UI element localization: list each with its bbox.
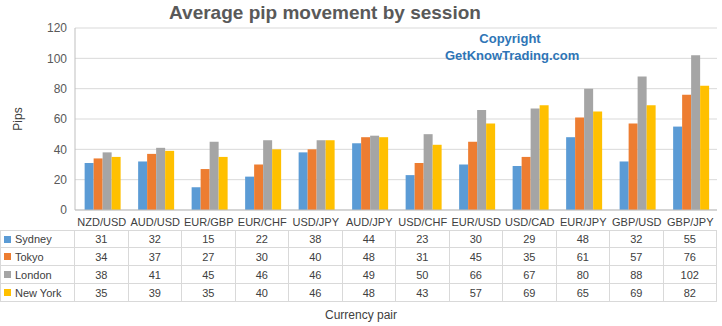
svg-text:NZD/USD: NZD/USD <box>77 216 126 228</box>
html-text:41: 41 <box>148 268 161 281</box>
html-text:34: 34 <box>95 250 108 263</box>
html-text:27: 27 <box>202 250 215 263</box>
html-text:46: 46 <box>309 268 322 281</box>
html-text:48: 48 <box>362 250 375 263</box>
svg-text:80: 80 <box>54 82 68 96</box>
html-text:40: 40 <box>309 250 322 263</box>
html-text:80: 80 <box>576 268 589 281</box>
html-text:102: 102 <box>680 268 699 281</box>
html-text:45: 45 <box>202 268 215 281</box>
html-text:37: 37 <box>148 250 161 263</box>
html-text:45: 45 <box>469 250 482 263</box>
html-text:Average pip movement by sessio: Average pip movement by session <box>169 2 481 23</box>
html-text:69: 69 <box>630 286 643 299</box>
html-text:Sydney: Sydney <box>15 233 52 245</box>
html-text:57: 57 <box>469 286 482 299</box>
svg-text:GBP/USD: GBP/USD <box>612 216 662 228</box>
svg-text:20: 20 <box>54 173 68 187</box>
svg-text:100: 100 <box>47 52 67 66</box>
html-text:23: 23 <box>416 233 429 245</box>
html-text:Copyright: Copyright <box>479 31 541 46</box>
html-text:46: 46 <box>255 268 268 281</box>
html-text:65: 65 <box>576 286 589 299</box>
html-text:43: 43 <box>416 286 429 299</box>
html-text:32: 32 <box>148 233 161 245</box>
html-text:New York: New York <box>15 286 62 299</box>
html-text:50: 50 <box>416 268 429 281</box>
html-text:55: 55 <box>683 233 696 245</box>
html-text:44: 44 <box>362 233 375 245</box>
html-text:32: 32 <box>630 233 643 245</box>
html-text:40: 40 <box>255 286 268 299</box>
svg-text:60: 60 <box>54 112 68 126</box>
html-text:48: 48 <box>576 233 589 245</box>
svg-text:USD/JPY: USD/JPY <box>293 216 340 228</box>
html-text:31: 31 <box>95 233 108 245</box>
svg-text:Pips: Pips <box>11 107 25 130</box>
html-text:88: 88 <box>630 268 643 281</box>
html-text:48: 48 <box>362 286 375 299</box>
html-text:22: 22 <box>255 233 268 245</box>
html-text:London: London <box>15 268 52 281</box>
html-text:76: 76 <box>683 250 696 263</box>
html-text:38: 38 <box>309 233 322 245</box>
html-text:30: 30 <box>255 250 268 263</box>
svg-text:AUD/JPY: AUD/JPY <box>346 216 393 228</box>
html-text:69: 69 <box>523 286 536 299</box>
svg-text:USD/CAD: USD/CAD <box>505 216 555 228</box>
html-text:35: 35 <box>523 250 536 263</box>
svg-text:EUR/GBP: EUR/GBP <box>184 216 234 228</box>
html-text:15: 15 <box>202 233 215 245</box>
svg-text:EUR/CHF: EUR/CHF <box>238 216 287 228</box>
html-text:39: 39 <box>148 286 161 299</box>
svg-text:120: 120 <box>47 21 67 35</box>
html-text:49: 49 <box>362 268 375 281</box>
html-text:29: 29 <box>523 233 536 245</box>
html-text:66: 66 <box>469 268 482 281</box>
html-text:GetKnowTrading.com: GetKnowTrading.com <box>445 48 580 63</box>
html-text:67: 67 <box>523 268 536 281</box>
html-text:Currency pair: Currency pair <box>325 308 397 322</box>
svg-text:GBP/JPY: GBP/JPY <box>667 216 714 228</box>
html-text:57: 57 <box>630 250 643 263</box>
svg-text:AUD/USD: AUD/USD <box>130 216 180 228</box>
svg-text:EUR/JPY: EUR/JPY <box>560 216 607 228</box>
svg-text:EUR/USD: EUR/USD <box>451 216 501 228</box>
html-text:31: 31 <box>416 250 429 263</box>
html-text:Tokyo: Tokyo <box>15 250 44 263</box>
html-text:35: 35 <box>202 286 215 299</box>
svg-text:USD/CHF: USD/CHF <box>398 216 447 228</box>
svg-text:0: 0 <box>60 203 67 217</box>
html-text:30: 30 <box>469 233 482 245</box>
html-text:35: 35 <box>95 286 108 299</box>
html-text:38: 38 <box>95 268 108 281</box>
html-text:61: 61 <box>576 250 589 263</box>
html-text:46: 46 <box>309 286 322 299</box>
html-text:82: 82 <box>683 286 696 299</box>
svg-text:40: 40 <box>54 143 68 157</box>
